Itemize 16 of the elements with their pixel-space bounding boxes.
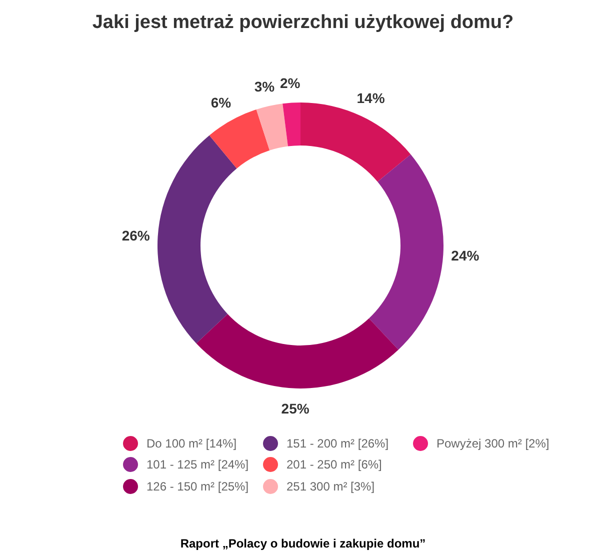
data-label: 14% <box>356 90 386 106</box>
data-label: 3% <box>254 78 276 94</box>
text: Raport „Polacy o budowie i zakupie domu” <box>180 536 426 550</box>
legend-label: 201 - 250 m² [6%] <box>286 458 382 472</box>
legend-label: 251 300 m² [3%] <box>286 480 375 494</box>
legend-label: 101 - 125 m² [24%] <box>146 458 249 472</box>
data-label: 24% <box>451 248 480 264</box>
legend-label: 151 - 200 m² [26%] <box>286 436 389 450</box>
data-label: 25% <box>281 400 310 416</box>
legend-label: Do 100 m² [14%] <box>146 436 237 450</box>
data-label: 6% <box>210 94 232 111</box>
chart-title: Jaki jest metraż powierzchni użytkowej domu? <box>92 12 514 33</box>
legend-label: 126 - 150 m² [25%] <box>146 480 249 494</box>
legend-label: Powyżej 300 m² [2%] <box>436 436 550 450</box>
data-label: 2% <box>280 74 301 91</box>
data-label: 26% <box>122 227 150 244</box>
